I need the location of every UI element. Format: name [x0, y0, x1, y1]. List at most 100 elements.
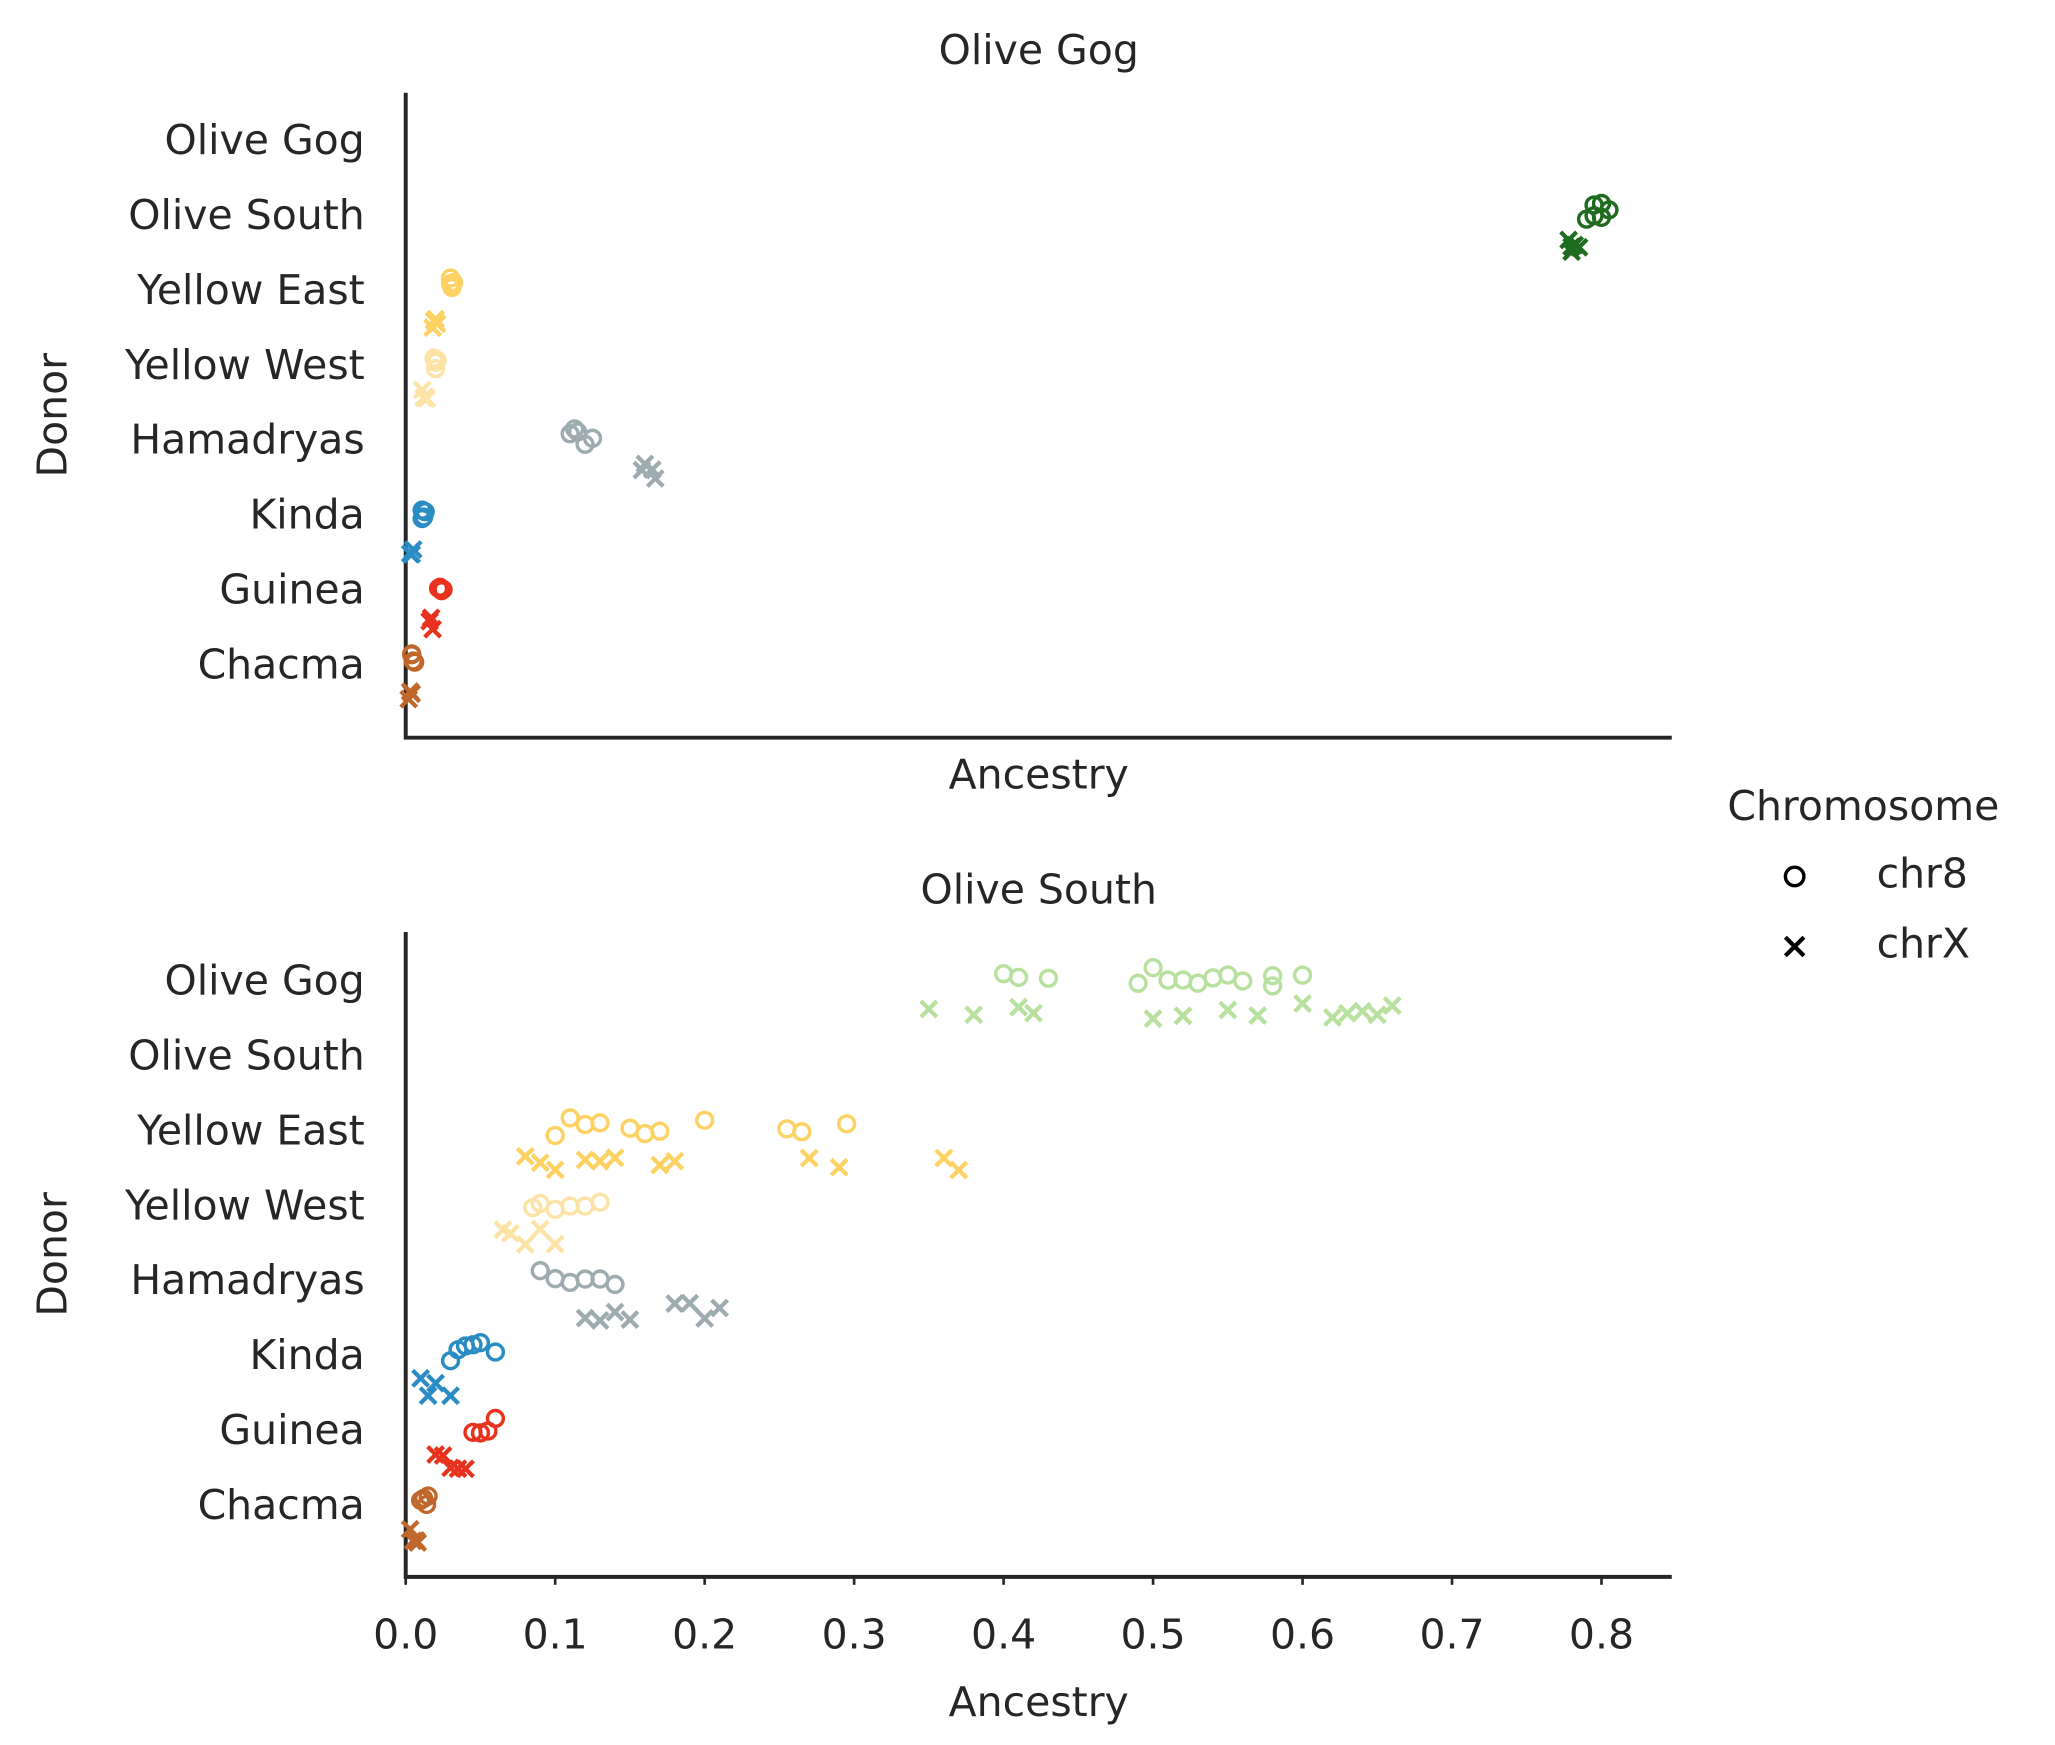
point: [1292, 965, 1313, 985]
point: [1024, 1003, 1043, 1023]
axis-line: [403, 931, 1672, 1579]
point: [934, 1148, 954, 1168]
point: [777, 1119, 797, 1139]
y-tick-label: Olive Gog: [165, 116, 365, 164]
x-axis-label: Ancestry: [949, 750, 1129, 798]
x-tick-label: 0.1: [523, 1611, 588, 1659]
point: [433, 1446, 453, 1465]
point: [399, 689, 419, 709]
point: [710, 1298, 730, 1318]
x-tick-label: 0.4: [971, 1611, 1036, 1659]
y-axis-label: Donor: [29, 1192, 77, 1317]
point: [402, 644, 422, 664]
point: [1218, 1000, 1238, 1020]
x-tick-label: 0.2: [672, 1611, 737, 1659]
point: [1038, 968, 1059, 988]
x-tick-label: 0.3: [822, 1611, 887, 1659]
y-tick-label: Yellow West: [124, 1181, 365, 1229]
point: [530, 1261, 550, 1281]
point: [829, 1157, 849, 1177]
point: [416, 1494, 437, 1515]
point: [423, 619, 443, 639]
y-axis-label: Donor: [29, 353, 77, 478]
point: [545, 1234, 565, 1254]
point: [799, 1148, 819, 1168]
point: [1382, 996, 1402, 1016]
point: [545, 1125, 565, 1146]
point: [426, 1373, 446, 1393]
chart-title: Olive Gog: [939, 26, 1139, 74]
y-tick-label: Yellow West: [124, 341, 365, 389]
point: [408, 1533, 428, 1552]
axis-line: [403, 92, 1672, 740]
point: [582, 428, 603, 448]
point: [590, 1311, 610, 1330]
y-tick-label: Yellow East: [136, 266, 364, 314]
x-tick-label: 0.0: [373, 1611, 438, 1659]
y-tick-label: Guinea: [219, 1406, 364, 1454]
point: [403, 540, 423, 559]
point: [411, 1368, 431, 1388]
x-tick-label: 0.7: [1419, 1611, 1484, 1659]
point: [680, 1293, 700, 1313]
y-tick-label: Olive Gog: [165, 957, 365, 1005]
point: [1263, 966, 1283, 986]
point: [665, 1294, 685, 1314]
legend-marker: [1783, 935, 1806, 958]
point: [1293, 994, 1312, 1014]
x-tick-label: 0.5: [1121, 1611, 1186, 1659]
point: [1367, 1005, 1387, 1025]
point: [964, 1005, 984, 1025]
point: [575, 1308, 595, 1328]
x-axis-label: Ancestry: [949, 1678, 1129, 1726]
point: [837, 1114, 857, 1134]
point: [417, 389, 437, 408]
point: [442, 277, 462, 297]
point: [635, 1123, 655, 1144]
point: [1008, 967, 1029, 987]
point: [665, 1151, 685, 1171]
legend-label: chrX: [1877, 920, 1970, 968]
point: [545, 1160, 565, 1180]
point: [418, 1486, 438, 1506]
point: [425, 359, 446, 379]
point: [530, 1153, 550, 1173]
point: [949, 1160, 969, 1180]
point: [605, 1274, 625, 1295]
point: [470, 1333, 491, 1353]
point: [515, 1146, 535, 1166]
point: [1263, 976, 1283, 996]
point: [560, 1108, 580, 1128]
point: [564, 419, 585, 439]
point: [485, 1408, 506, 1429]
y-tick-label: Olive South: [128, 191, 364, 239]
point: [456, 1459, 475, 1479]
y-tick-label: Kinda: [249, 491, 364, 539]
point: [645, 469, 665, 488]
point: [424, 348, 444, 368]
point: [1323, 1008, 1342, 1027]
point: [433, 579, 453, 600]
point: [1143, 958, 1163, 978]
y-tick-label: Hamadryas: [130, 416, 364, 464]
point: [427, 314, 447, 334]
point: [590, 1192, 610, 1212]
y-tick-label: Chacma: [198, 1481, 365, 1529]
point: [560, 1272, 580, 1293]
point: [1584, 195, 1604, 215]
point: [530, 1219, 550, 1239]
point: [575, 1150, 595, 1170]
y-tick-label: Chacma: [198, 641, 365, 689]
legend-label: chr8: [1877, 849, 1968, 897]
point: [485, 1342, 506, 1362]
point: [605, 1148, 625, 1168]
point: [1009, 997, 1028, 1017]
legend-title: Chromosome: [1727, 782, 1999, 830]
point: [1143, 1009, 1163, 1029]
point: [1203, 968, 1223, 988]
point: [605, 1302, 625, 1322]
point: [590, 1151, 610, 1171]
point: [545, 1199, 565, 1220]
